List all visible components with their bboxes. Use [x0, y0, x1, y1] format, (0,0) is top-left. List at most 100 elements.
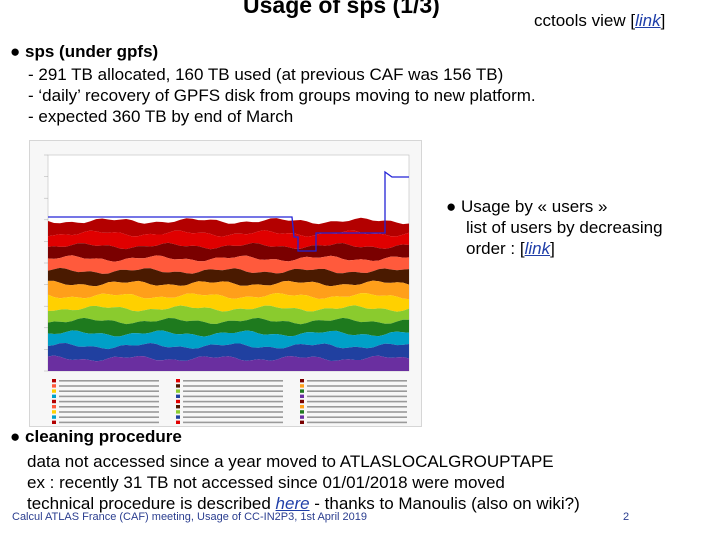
usage-line-link: order : [link] [446, 238, 663, 259]
legend-swatch [300, 415, 304, 419]
plot-band [48, 255, 409, 274]
plot-band [48, 280, 409, 300]
legend-swatch [300, 420, 304, 424]
slide-title: Usage of sps (1/3) [243, 0, 440, 18]
legend-swatch [52, 415, 56, 419]
legend-swatch [52, 410, 56, 414]
usage-heading: Usage by « users » [461, 197, 608, 216]
legend-text-line [59, 395, 159, 398]
legend-swatch [176, 379, 180, 383]
legend-text-line [59, 380, 159, 382]
usage-line: list of users by decreasing [466, 218, 663, 237]
legend-swatch [300, 389, 304, 393]
legend-swatch [52, 394, 56, 398]
plot-band [48, 343, 409, 362]
legend-text-line [183, 400, 283, 403]
plot-band [48, 305, 409, 325]
plot-band [48, 242, 409, 262]
cleaning-line: ex : recently 31 TB not accessed since 0… [27, 473, 505, 492]
legend-text-line [59, 406, 159, 408]
legend-swatch [52, 384, 56, 388]
legend-swatch [176, 399, 180, 404]
legend-swatch [52, 405, 56, 409]
legend-swatch [300, 410, 304, 414]
cleaning-heading: ● cleaning procedure [10, 426, 182, 447]
sps-line: - ‘daily’ recovery of GPFS disk from gro… [28, 86, 536, 105]
legend-swatch [300, 394, 304, 398]
sps-usage-plot-image [29, 140, 422, 427]
legend-text-line [59, 385, 159, 387]
legend-swatch [176, 384, 180, 388]
plot-band [48, 330, 409, 350]
legend-swatch [300, 384, 304, 388]
legend-text-line [183, 406, 283, 408]
legend-swatch [52, 399, 56, 404]
procedure-here-link[interactable]: here [275, 494, 310, 513]
usage-users-block: ● Usage by « users » list of users by de… [446, 196, 663, 259]
legend-swatch [52, 420, 56, 424]
legend-text-line [307, 385, 407, 387]
bullet-icon: ● [446, 197, 457, 216]
legend-text-line [183, 385, 283, 387]
legend-text-line [307, 380, 407, 382]
usage-prefix: order : [ [466, 239, 525, 258]
cleaning-details: data not accessed since a year moved to … [27, 451, 580, 514]
legend-text-line [183, 421, 283, 424]
cctools-view: cctools view [link] [534, 11, 665, 31]
cleaning-suffix: - thanks to Manoulis (also on wiki?) [309, 494, 580, 513]
cleaning-line: technical procedure is described here - … [27, 493, 580, 514]
users-list-link[interactable]: link [524, 239, 551, 258]
legend-text-line [59, 390, 159, 392]
legend-swatch [176, 415, 180, 419]
legend-text-line [59, 400, 159, 403]
plot-band [48, 317, 409, 337]
legend-text-line [307, 400, 407, 403]
sps-heading: ● sps (under gpfs) [10, 41, 158, 62]
legend-text-line [307, 390, 407, 392]
cctools-suffix: ] [660, 11, 666, 30]
plot-band [48, 267, 409, 287]
legend-text-line [183, 395, 283, 398]
footer-text: Calcul ATLAS France (CAF) meeting, Usage… [12, 511, 367, 523]
legend-text-line [307, 411, 407, 413]
legend-swatch [176, 420, 180, 424]
cctools-link[interactable]: link [635, 11, 661, 30]
plot-band [48, 293, 409, 312]
legend-text-line [59, 411, 159, 413]
legend-swatch [176, 405, 180, 409]
legend-swatch [52, 389, 56, 393]
cleaning-line: data not accessed since a year moved to … [27, 452, 554, 471]
sps-heading-text: sps (under gpfs) [25, 42, 159, 61]
plot-band [48, 355, 409, 371]
legend-swatch [176, 410, 180, 414]
legend-swatch [300, 405, 304, 409]
plot-band [48, 230, 409, 250]
legend-text-line [307, 406, 407, 408]
legend-text-line [183, 380, 283, 382]
legend-text-line [307, 416, 407, 418]
plot-graphic [30, 141, 421, 426]
allocation-line [48, 170, 409, 252]
bullet-icon: ● [10, 427, 21, 446]
bullet-icon: ● [10, 42, 21, 61]
legend-text-line [59, 416, 159, 418]
legend-text-line [307, 395, 407, 398]
legend-swatch [52, 379, 56, 383]
page-number: 2 [623, 511, 630, 523]
cleaning-heading-text: cleaning procedure [25, 427, 182, 446]
legend-swatch [176, 394, 180, 398]
legend-text-line [183, 416, 283, 418]
legend-text-line [183, 411, 283, 413]
legend-swatch [300, 379, 304, 383]
legend-text-line [307, 421, 407, 424]
legend-text-line [183, 390, 283, 392]
cctools-prefix: cctools view [ [534, 11, 636, 30]
cleaning-prefix: technical procedure is described [27, 494, 276, 513]
sps-line: - expected 360 TB by end of March [28, 107, 294, 126]
usage-suffix: ] [550, 239, 555, 258]
legend-text-line [59, 421, 159, 424]
plot-band [48, 217, 409, 237]
legend-swatch [176, 389, 180, 393]
sps-line: - 291 TB allocated, 160 TB used (at prev… [28, 65, 504, 84]
legend-swatch [300, 399, 304, 404]
